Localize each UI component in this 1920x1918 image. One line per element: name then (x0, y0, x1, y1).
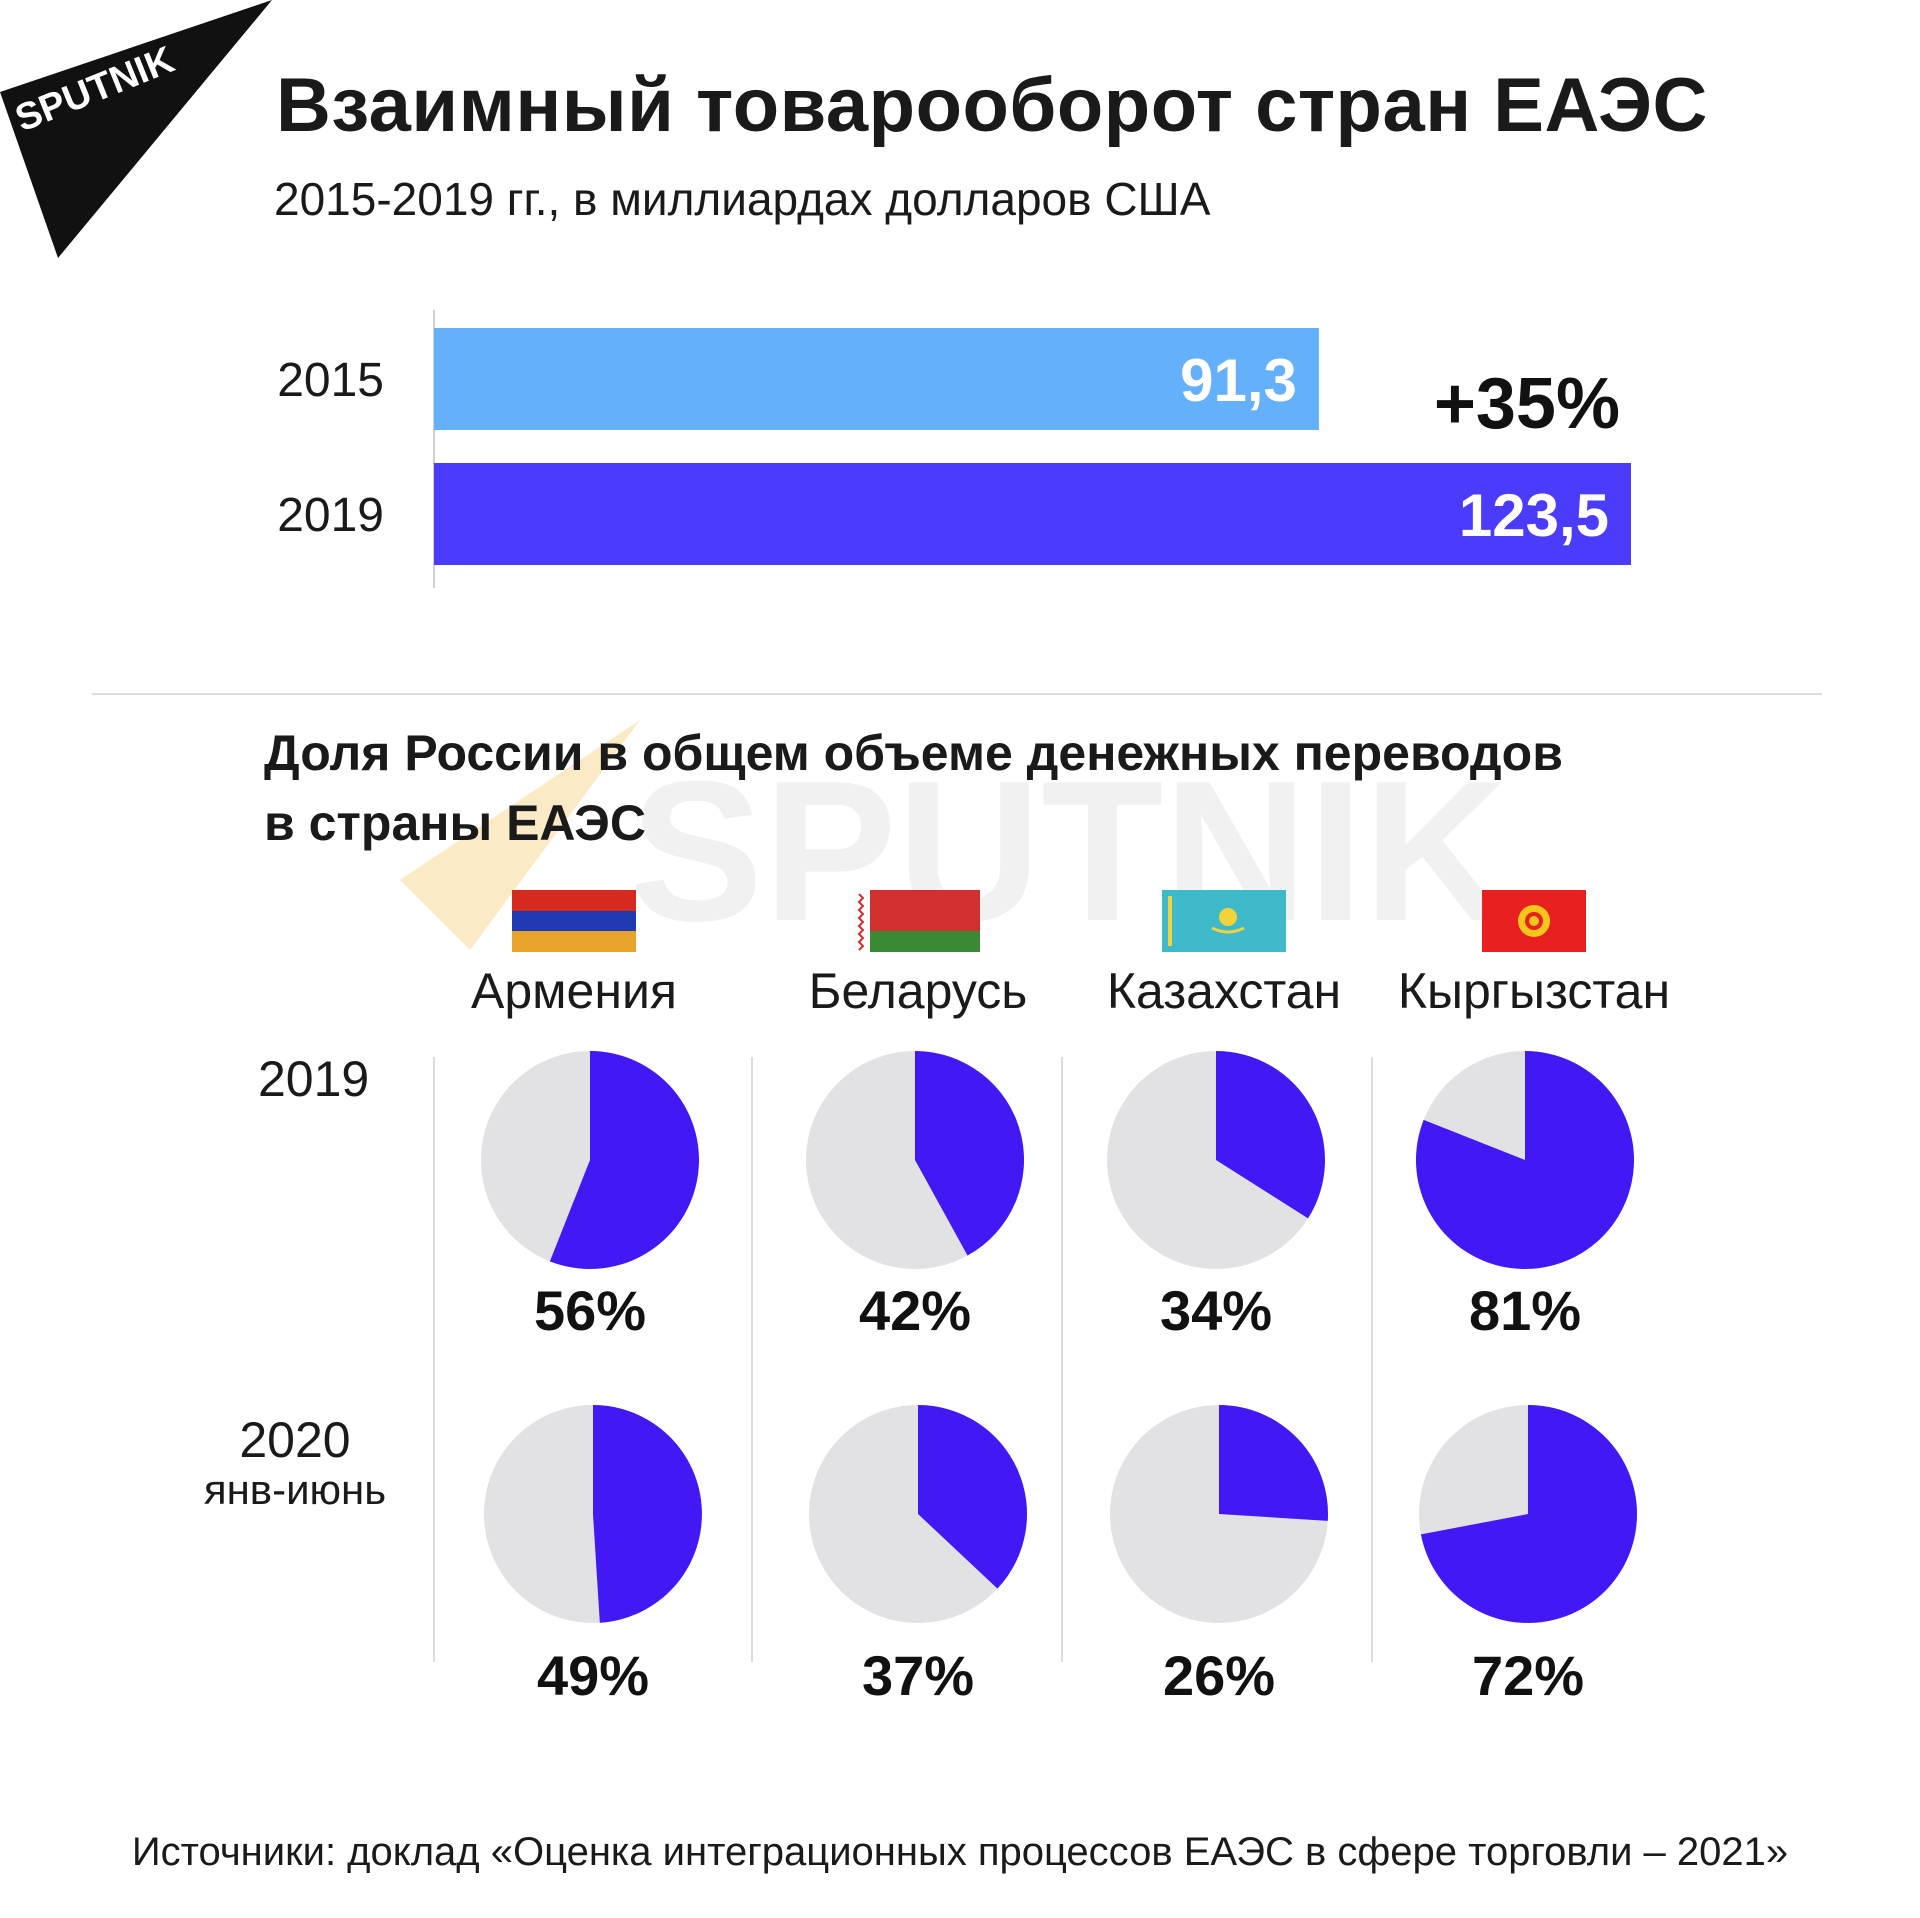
country-armenia: Армения (424, 890, 724, 1020)
sputnik-watermark: SPUTNIK (400, 720, 1500, 950)
belarus-flag-icon (856, 890, 980, 952)
pie-russia-share (549, 1051, 699, 1269)
country-name: Кыргызстан (1397, 963, 1671, 1019)
bar-2019 (434, 463, 1631, 565)
armenia-flag-icon (512, 890, 636, 952)
pie-percent-label: 81% (1469, 1279, 1581, 1342)
bar-value-label: 91,3 (1180, 347, 1297, 414)
pie-percent-label: 49% (537, 1644, 649, 1707)
watermark-text: SPUTNIK (630, 740, 1500, 950)
trade-bar-chart: 2015 91,3 2019 123,5 +35% (277, 310, 1631, 588)
remittance-pie-grid: 56% 49% 42% 37% 34% 26% 81% 72% (433, 1051, 1638, 1707)
pie-percent-label: 56% (534, 1279, 646, 1342)
section-title-line1: Доля России в общем объеме денежных пере… (264, 725, 1563, 781)
country-name: Беларусь (808, 963, 1028, 1019)
pie-russia-share (915, 1051, 1025, 1256)
pie-percent-label: 26% (1163, 1644, 1275, 1707)
country-belarus: Беларусь (768, 890, 1068, 1020)
section-title-line2: в страны ЕАЭС (264, 795, 646, 851)
bar-category-label: 2019 (277, 489, 384, 542)
pie-russia-share (593, 1405, 702, 1623)
country-kazakhstan: Казахстан (1074, 890, 1374, 1020)
sputnik-logo: SPUTNIK (0, 0, 272, 258)
bar-2015 (434, 328, 1319, 430)
country-name: Казахстан (1106, 963, 1342, 1019)
pie-percent-label: 37% (862, 1644, 974, 1707)
pie-percent-label: 42% (859, 1279, 971, 1342)
pie-russia-share (1415, 1051, 1634, 1269)
pie-russia-share (918, 1405, 1028, 1589)
country-name: Армения (471, 963, 677, 1019)
bar-value-label: 123,5 (1459, 482, 1609, 549)
kyrgyzstan-flag-icon (1482, 890, 1586, 952)
row-label-2019: 2019 (258, 1051, 370, 1107)
row-label-2020-year: 2020 (239, 1412, 351, 1468)
row-label-2020: 2020 янв-июнь (180, 1412, 410, 1512)
pie-percent-label: 34% (1160, 1279, 1272, 1342)
pie-percent-label: 72% (1472, 1644, 1584, 1707)
source-note: Источники: доклад «Оценка интеграционных… (131, 1830, 1789, 1874)
kazakhstan-flag-icon (1162, 890, 1286, 952)
page-title: Взаимный товарооборот стран ЕАЭС (276, 63, 1708, 148)
section-divider (92, 693, 1822, 695)
row-label-2020-period: янв-июнь (203, 1466, 387, 1513)
section-title: Доля России в общем объеме денежных пере… (264, 718, 1714, 858)
pie-russia-share (1216, 1051, 1326, 1219)
growth-annotation: +35% (1434, 364, 1620, 444)
pie-russia-share (1219, 1405, 1328, 1521)
page-subtitle: 2015-2019 гг., в миллиардах долларов США (274, 173, 1211, 225)
country-kyrgyzstan: Кыргызстан (1384, 890, 1684, 1020)
pie-russia-share (1420, 1405, 1638, 1623)
bar-category-label: 2015 (277, 354, 384, 407)
